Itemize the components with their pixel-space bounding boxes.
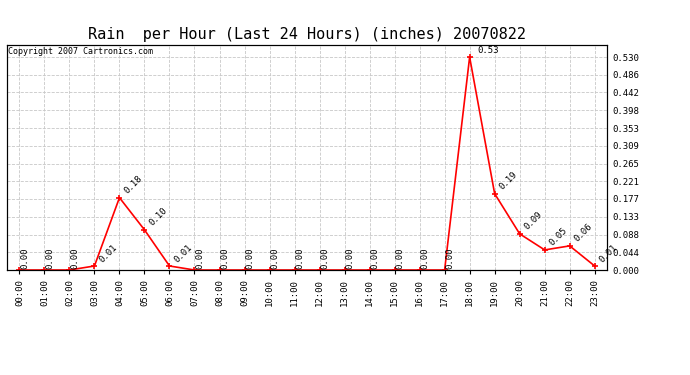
Text: 0.00: 0.00 <box>371 247 380 269</box>
Text: 0.10: 0.10 <box>147 206 168 228</box>
Text: 0.18: 0.18 <box>122 174 144 196</box>
Text: 0.00: 0.00 <box>296 247 305 269</box>
Text: 0.00: 0.00 <box>196 247 205 269</box>
Text: 0.19: 0.19 <box>497 170 519 192</box>
Text: 0.00: 0.00 <box>321 247 330 269</box>
Text: 0.00: 0.00 <box>46 247 55 269</box>
Title: Rain  per Hour (Last 24 Hours) (inches) 20070822: Rain per Hour (Last 24 Hours) (inches) 2… <box>88 27 526 42</box>
Text: 0.00: 0.00 <box>421 247 430 269</box>
Text: 0.05: 0.05 <box>547 226 569 248</box>
Text: 0.01: 0.01 <box>97 242 119 264</box>
Text: 0.00: 0.00 <box>246 247 255 269</box>
Text: 0.00: 0.00 <box>346 247 355 269</box>
Text: 0.01: 0.01 <box>598 242 619 264</box>
Text: 0.00: 0.00 <box>270 247 279 269</box>
Text: 0.53: 0.53 <box>477 46 499 55</box>
Text: 0.01: 0.01 <box>172 242 194 264</box>
Text: 0.00: 0.00 <box>221 247 230 269</box>
Text: 0.00: 0.00 <box>396 247 405 269</box>
Text: 0.00: 0.00 <box>70 247 79 269</box>
Text: 0.00: 0.00 <box>446 247 455 269</box>
Text: 0.00: 0.00 <box>21 247 30 269</box>
Text: Copyright 2007 Cartronics.com: Copyright 2007 Cartronics.com <box>8 47 153 56</box>
Text: 0.06: 0.06 <box>572 222 594 244</box>
Text: 0.09: 0.09 <box>522 210 544 232</box>
